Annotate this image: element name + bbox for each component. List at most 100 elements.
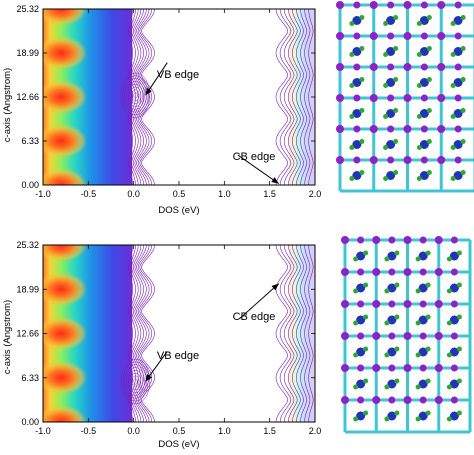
atom-nitrogen (387, 251, 397, 261)
atom-hydrogen (446, 320, 452, 326)
contour-ring (129, 372, 142, 391)
atom-hydrogen (383, 114, 389, 119)
atom-iodide (434, 268, 443, 276)
atom-hydrogen (359, 108, 365, 113)
atom-hydrogen (456, 250, 462, 256)
atom-iodide (454, 94, 462, 102)
x-tick-label: -1.0 (35, 189, 51, 199)
y-tick-label: 18.99 (16, 284, 39, 294)
atom-hydrogen (446, 256, 452, 262)
atom-hydrogen (383, 21, 389, 26)
y-tick-label: 12.66 (16, 329, 39, 339)
atom-hydrogen (446, 288, 452, 294)
density-hotspot (43, 245, 88, 262)
atom-hydrogen (353, 384, 359, 390)
atom-iodide (372, 268, 381, 276)
atom-iodide (336, 156, 344, 164)
contour-ring (126, 367, 145, 396)
atom-hydrogen (359, 77, 365, 82)
atom-nitrogen (352, 109, 362, 118)
y-tick-label: 0.00 (21, 180, 39, 190)
atom-hydrogen (456, 378, 462, 384)
atom-hydrogen (460, 108, 466, 113)
atom-hydrogen (384, 288, 390, 294)
atom-iodide (372, 300, 381, 308)
atom-iodide (336, 32, 344, 40)
contour-line (140, 9, 155, 185)
atom-nitrogen (386, 78, 396, 87)
atom-hydrogen (460, 139, 466, 144)
y-tick-label: 0.00 (21, 417, 39, 427)
atom-nitrogen (356, 379, 366, 389)
atom-iodide (369, 94, 378, 102)
atom-iodide (450, 236, 458, 244)
atom-hydrogen (349, 176, 355, 181)
y-axis-label: c-axis (Angstrom) (2, 68, 13, 142)
atom-nitrogen (418, 379, 428, 389)
atom-hydrogen (363, 346, 369, 352)
atom-hydrogen (384, 256, 390, 262)
contour-line (279, 9, 292, 185)
atom-nitrogen (387, 283, 397, 293)
atom-nitrogen (352, 140, 362, 149)
contour-line (308, 245, 314, 422)
contour-line (139, 245, 153, 422)
contour-line (134, 9, 144, 185)
y-tick-label: 25.32 (16, 4, 39, 14)
atom-hydrogen (393, 139, 399, 144)
atom-hydrogen (363, 282, 369, 288)
contour-line (136, 245, 147, 422)
atom-hydrogen (446, 384, 452, 390)
y-tick-label: 12.66 (16, 92, 39, 102)
atom-nitrogen (419, 171, 429, 180)
atom-iodide (388, 396, 396, 404)
atom-iodide (454, 32, 462, 40)
atom-nitrogen (418, 283, 428, 293)
atom-iodide (369, 63, 378, 71)
density-hotspot (43, 124, 88, 158)
atom-iodide (341, 396, 349, 404)
atom-iodide (388, 236, 396, 244)
atom-nitrogen (356, 411, 366, 421)
atom-nitrogen (449, 315, 459, 325)
atom-nitrogen (352, 16, 362, 25)
contour-line (127, 9, 134, 185)
atom-hydrogen (460, 46, 466, 51)
atom-iodide (403, 332, 412, 340)
atom-iodide (372, 396, 381, 404)
contour-line (300, 9, 308, 185)
atom-hydrogen (393, 46, 399, 51)
atom-hydrogen (446, 416, 452, 422)
x-tick-label: -1.0 (35, 426, 51, 436)
atom-hydrogen (363, 250, 369, 256)
atom-hydrogen (450, 176, 456, 181)
atom-iodide (357, 268, 365, 276)
dos-panel-bottom: c-axis (Angstrom) DOS (eV) VB edge CB ed… (2, 240, 321, 450)
contour-ring (120, 72, 151, 118)
atom-nitrogen (356, 283, 366, 293)
x-axis-label: DOS (eV) (158, 439, 199, 450)
contour-line (279, 245, 292, 422)
atom-hydrogen (363, 410, 369, 416)
atom-hydrogen (416, 114, 422, 119)
atom-iodide (388, 268, 396, 276)
atom-iodide (357, 364, 365, 372)
y-tick-label: 6.33 (21, 373, 39, 383)
contour-ring (128, 370, 143, 393)
atom-iodide (369, 1, 378, 9)
atom-iodide (420, 63, 428, 71)
atom-nitrogen (449, 251, 459, 261)
atom-iodide (372, 236, 381, 244)
atom-iodide (336, 94, 344, 102)
annotation-arrowhead (145, 374, 152, 382)
atom-iodide (419, 300, 427, 308)
atom-iodide (353, 63, 361, 71)
atom-iodide (437, 63, 446, 71)
atom-hydrogen (394, 250, 400, 256)
contour-line (308, 9, 314, 185)
contour-ring (131, 375, 140, 388)
contour-line (275, 245, 289, 422)
density-hotspot (43, 80, 88, 114)
vb-edge-contours (120, 358, 151, 405)
atom-iodide (403, 268, 412, 276)
